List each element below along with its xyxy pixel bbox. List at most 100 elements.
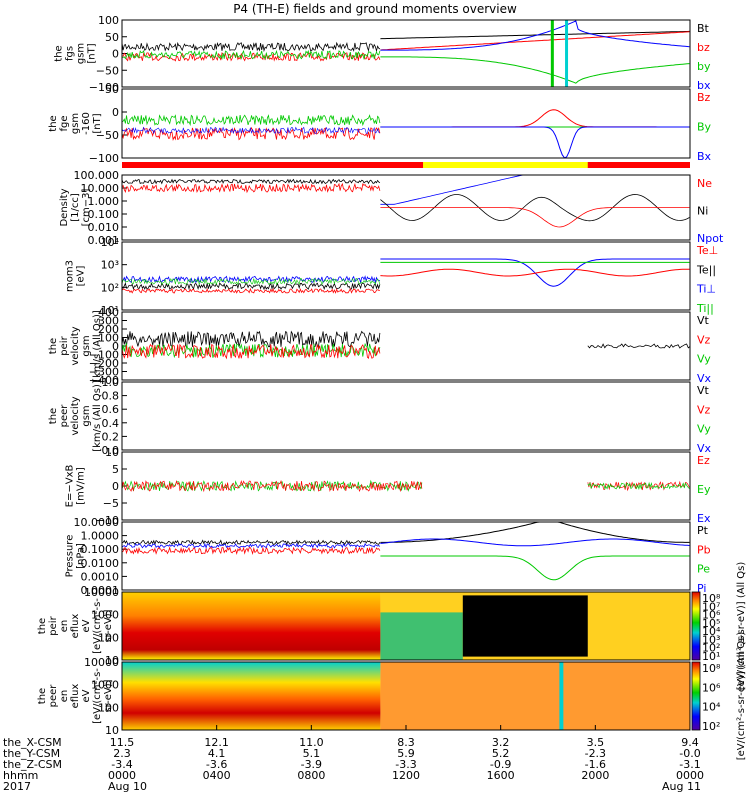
y-tick-label: 10²	[101, 281, 119, 294]
trace-Ey	[122, 479, 423, 492]
colorbar-label: [eV/(cm²-s-sr-eV)] (All Qs)	[736, 562, 747, 691]
legend-Vz: Vz	[697, 403, 711, 416]
ylabel-line: gsm	[81, 405, 92, 426]
y-tick-label: 0.100	[88, 208, 120, 221]
spike-bx	[565, 20, 569, 87]
ylabel-line: fge	[59, 115, 70, 131]
ylabel-line: [nPa]	[76, 543, 87, 569]
ylabel-line: eV	[81, 619, 92, 632]
legend-Ni: Ni	[697, 205, 708, 218]
trace-Te-quiet	[380, 268, 690, 277]
trace-by-quiet	[380, 56, 690, 84]
y-tick-label: 10³	[101, 259, 119, 272]
ylabel-line: peer	[59, 404, 70, 428]
y-tick-label: 10000	[84, 586, 119, 599]
status-bar-red	[122, 162, 690, 168]
trace-Pe-quiet	[380, 555, 690, 581]
y-tick-label: 0.2	[102, 430, 120, 443]
legend-Te⊥: Te⊥	[696, 244, 718, 257]
xrow-value: -3.6	[206, 758, 227, 771]
y-tick-label: 1000	[91, 609, 119, 622]
legend-Pi: Pi	[697, 582, 706, 595]
xrow-label: the_Y-CSM	[3, 747, 60, 760]
ylabel-line: the	[48, 115, 59, 131]
legend-Ti||: Ti||	[696, 302, 714, 315]
ylabel-line: E=−VxB	[65, 465, 76, 508]
legend-Pe: Pe	[697, 563, 710, 576]
y-tick-label: 0.0001	[81, 584, 120, 597]
trace-Bt-quiet	[380, 30, 690, 40]
xrow-value: 5.1	[303, 747, 321, 760]
panel-ylabel: thepeirvelocitygsm[km/s (All Qs)]	[48, 310, 103, 382]
y-tick-label: 10.0000	[74, 516, 120, 529]
spectrogram-early	[122, 592, 381, 660]
legend-Ey: Ey	[697, 483, 711, 496]
panel-traces	[122, 175, 690, 228]
legend-By: By	[697, 121, 712, 134]
y-tick-label: 10000	[84, 656, 119, 669]
y-tick-label: −100	[89, 152, 119, 165]
y-tick-label: 0	[112, 106, 119, 119]
xrow-value: 4.1	[208, 747, 226, 760]
trace-By	[122, 114, 381, 127]
y-tick-label: 400	[98, 306, 119, 319]
legend-Ez: Ez	[697, 454, 710, 467]
ylabel-line: peer	[48, 684, 59, 708]
y-tick-label: 200	[98, 323, 119, 336]
xrow-value: -3.3	[395, 758, 416, 771]
ylabel-line: eflux	[70, 684, 81, 709]
colorbar-tick: 10⁶	[702, 609, 721, 622]
panel-frame	[121, 521, 691, 591]
legend-Pb: Pb	[697, 543, 711, 556]
y-tick-label: 10¹	[101, 304, 119, 317]
y-tick-label: 0.0010	[81, 570, 120, 583]
ylabel-line: [nT]	[92, 113, 103, 133]
panel-traces	[122, 330, 690, 360]
trace-Ti-quiet	[380, 258, 690, 287]
panel-ylabel: Density[1/cc][cm−3]	[59, 188, 92, 226]
panel-frame	[121, 591, 691, 661]
y-tick-label: 100	[98, 701, 119, 714]
colorbar-label: [eV/(cm²-s-sr-eV)] (All Qs)	[736, 632, 747, 761]
panel-frame	[121, 241, 691, 311]
ylabel-line: the	[37, 618, 48, 634]
panel-vi: thepeirvelocitygsm[km/s (All Qs)]4003002…	[48, 306, 712, 387]
legend-bz: bz	[697, 41, 710, 54]
xrow-value: 0000	[108, 769, 136, 782]
panel-ylabel: thepeirenefluxeV[eV/(cm²-s-sr-eV)]	[37, 598, 114, 654]
panel-traces	[122, 258, 690, 294]
trace-bx-quiet	[380, 20, 690, 51]
panel-ylabel: thefgsgsm[nT]	[54, 43, 98, 64]
trace-Ez	[122, 479, 423, 493]
panel-frame	[121, 311, 691, 381]
xrow-label: the_Z-CSM	[3, 758, 62, 771]
y-tick-label: 300	[98, 315, 119, 328]
ylabel-line: velocity	[70, 326, 81, 365]
xrow-value: -3.9	[301, 758, 322, 771]
trace-bz-quiet	[380, 31, 690, 51]
y-tick-label: −100	[89, 81, 119, 94]
legend-Vz: Vz	[697, 333, 711, 346]
colorbar-tick: 10²	[702, 642, 720, 655]
legend-Ex: Ex	[697, 512, 711, 525]
ylabel-line: eflux	[70, 614, 81, 639]
panel-frame	[121, 381, 691, 451]
xrow-value: 3.5	[587, 736, 605, 749]
panel-traces	[122, 479, 690, 493]
ylabel-line: the	[37, 688, 48, 704]
trace-Vt-late	[587, 343, 690, 349]
spectrogram-late	[380, 662, 690, 730]
y-tick-label: 1.000	[88, 195, 120, 208]
ylabel-line: sr-eV)]	[103, 609, 114, 642]
y-tick-label: 1000	[91, 679, 119, 692]
panel-frame	[121, 88, 691, 159]
legend-Ti⊥: Ti⊥	[696, 283, 716, 296]
colorbar-tick: 10⁸	[702, 592, 721, 605]
ylabel-line: sr-eV)]	[103, 679, 114, 712]
ylabel-line: Pressure	[65, 535, 76, 578]
y-tick-label: 0.0100	[81, 557, 120, 570]
y-tick-label: 50	[105, 83, 119, 96]
legend-Ne: Ne	[697, 177, 712, 190]
ylabel-line: en	[59, 620, 70, 633]
trace-Bz-quiet	[380, 109, 690, 128]
